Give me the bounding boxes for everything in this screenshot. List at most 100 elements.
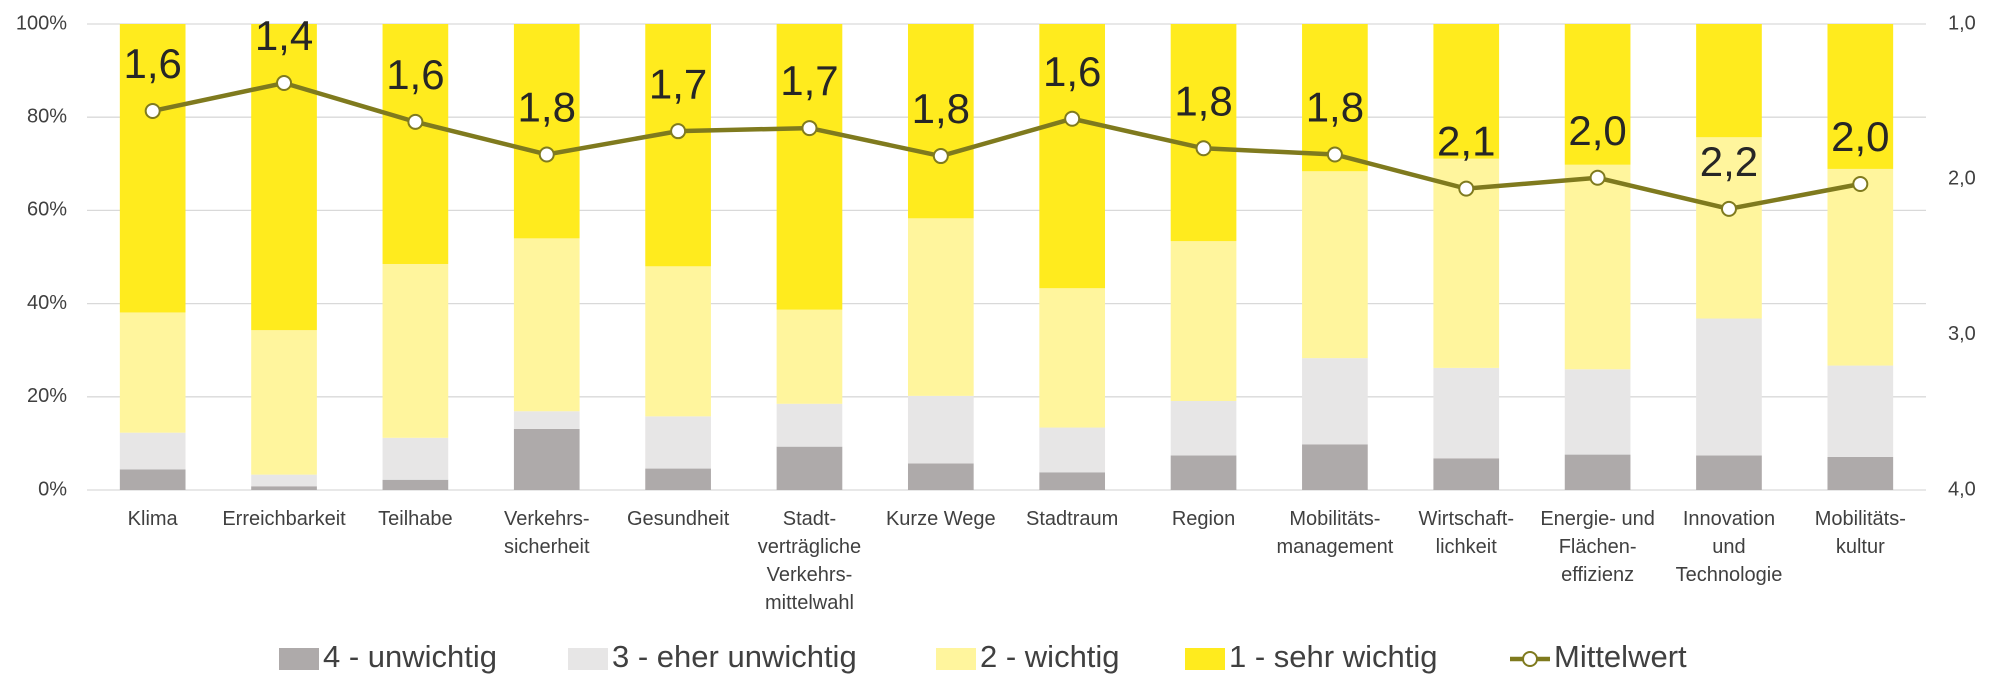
legend-label: 1 - sehr wichtig bbox=[1229, 639, 1437, 674]
value-label: 1,6 bbox=[386, 51, 444, 98]
bar-segment bbox=[251, 24, 317, 331]
mean-point bbox=[1852, 175, 1869, 192]
bar-segment bbox=[1039, 472, 1106, 490]
bar-segment bbox=[907, 218, 974, 396]
bar-segment bbox=[645, 266, 711, 417]
legend-marker bbox=[1522, 651, 1538, 667]
mean-point bbox=[407, 113, 424, 130]
value-label: 2,0 bbox=[1831, 113, 1889, 160]
legend-label: 2 - wichtig bbox=[980, 639, 1120, 674]
value-label: 2,0 bbox=[1568, 107, 1626, 154]
bar-segment bbox=[513, 428, 580, 490]
x-tick-label: Kurze Wege bbox=[886, 508, 996, 530]
mean-point bbox=[1195, 140, 1212, 157]
x-tick-label: Stadt-verträgliche Verkehrs-mittelwahl bbox=[758, 508, 861, 614]
bar-segment bbox=[1170, 24, 1237, 242]
bar-segment bbox=[1827, 168, 1894, 366]
bar-segment bbox=[251, 474, 317, 487]
bar-segment bbox=[1827, 456, 1894, 490]
legend-label: 3 - eher unwichtig bbox=[612, 639, 857, 674]
bar-segment bbox=[1696, 455, 1762, 490]
bar-segment bbox=[251, 486, 317, 490]
bar-segment bbox=[645, 416, 711, 469]
bar-segment bbox=[1433, 24, 1500, 159]
bar-segment bbox=[645, 468, 711, 490]
y-tick-label: 60% bbox=[27, 199, 67, 221]
bar-segment bbox=[1696, 318, 1762, 456]
bar-segment bbox=[776, 309, 843, 404]
mean-point bbox=[538, 146, 555, 163]
legend-swatch bbox=[1185, 648, 1225, 670]
x-tick-label: Teilhabe bbox=[378, 508, 453, 530]
value-label: 1,7 bbox=[649, 60, 707, 107]
bar-segment bbox=[907, 463, 974, 490]
value-label: 1,8 bbox=[518, 84, 576, 131]
mean-point bbox=[276, 75, 293, 92]
bar-segment bbox=[776, 403, 843, 447]
mean-point bbox=[1064, 110, 1081, 127]
x-tick-label: Region bbox=[1172, 508, 1235, 530]
bar-segment bbox=[119, 469, 186, 490]
bar-segment bbox=[1170, 241, 1237, 401]
y-tick-label: 40% bbox=[27, 292, 67, 314]
legend-swatch bbox=[568, 648, 608, 670]
x-tick-label: Gesundheit bbox=[627, 508, 730, 530]
x-tick-label: Wirtschaft-lichkeit bbox=[1418, 508, 1514, 558]
mean-point bbox=[932, 148, 949, 165]
bar-segment bbox=[1433, 367, 1500, 459]
mean-point bbox=[801, 120, 818, 137]
mean-line bbox=[152, 80, 1861, 212]
x-tick-label: Energie- und Flächen-effizienz bbox=[1540, 508, 1655, 586]
value-label: 1,6 bbox=[1043, 48, 1101, 95]
bar-segment bbox=[382, 437, 449, 480]
value-label: 2,2 bbox=[1700, 138, 1758, 185]
y2-tick-label: 4,0 bbox=[1948, 478, 1976, 500]
legend-swatch bbox=[279, 648, 319, 670]
bar-segment bbox=[251, 330, 317, 475]
bar-segment bbox=[382, 263, 449, 438]
y-tick-label: 20% bbox=[27, 385, 67, 407]
x-tick-label: Stadtraum bbox=[1026, 508, 1118, 530]
y-tick-label: 0% bbox=[38, 478, 67, 500]
bar-segment bbox=[1827, 365, 1894, 457]
x-tick-label: Mobilitäts-kultur bbox=[1815, 508, 1906, 558]
bar-segment bbox=[776, 446, 843, 490]
bar-segment bbox=[1564, 164, 1631, 370]
bar-segment bbox=[513, 411, 580, 429]
bar-segment bbox=[1170, 400, 1237, 456]
x-tick-label: Erreichbarkeit bbox=[222, 508, 346, 530]
x-tick-label: Klima bbox=[128, 508, 179, 530]
bar-segment bbox=[1170, 455, 1237, 490]
bar-segment bbox=[776, 24, 843, 310]
bar-segment bbox=[1827, 24, 1894, 169]
bar-segment bbox=[907, 24, 974, 219]
bar-segment bbox=[119, 432, 186, 470]
y-tick-label: 80% bbox=[27, 105, 67, 127]
bar-segment bbox=[1564, 369, 1631, 455]
bar-segment bbox=[119, 312, 186, 433]
mean-point bbox=[1720, 200, 1737, 217]
y2-tick-label: 2,0 bbox=[1948, 168, 1976, 190]
bar-segment bbox=[1039, 24, 1106, 289]
value-label: 2,1 bbox=[1437, 118, 1495, 165]
x-tick-label: Verkehrs-sicherheit bbox=[504, 508, 590, 558]
mean-point bbox=[144, 102, 161, 119]
y2-tick-label: 3,0 bbox=[1948, 323, 1976, 345]
bar-segment bbox=[513, 238, 580, 412]
mean-point bbox=[1589, 169, 1606, 186]
bar-segment bbox=[1433, 458, 1500, 490]
bar-segment bbox=[1696, 137, 1762, 319]
value-label: 1,8 bbox=[1174, 77, 1232, 124]
bar-segment bbox=[513, 24, 580, 239]
y2-tick-label: 1,0 bbox=[1948, 12, 1976, 34]
y-tick-label: 100% bbox=[16, 12, 67, 34]
value-label: 1,8 bbox=[912, 85, 970, 132]
bar-segment bbox=[1039, 288, 1106, 428]
x-tick-label: Innovation und Technologie bbox=[1676, 508, 1783, 586]
mean-point bbox=[670, 123, 687, 140]
value-label: 1,6 bbox=[123, 40, 181, 87]
value-label: 1,8 bbox=[1306, 84, 1364, 131]
bar-segment bbox=[645, 24, 711, 267]
bar-segment bbox=[907, 395, 974, 464]
value-label: 1,7 bbox=[780, 57, 838, 104]
